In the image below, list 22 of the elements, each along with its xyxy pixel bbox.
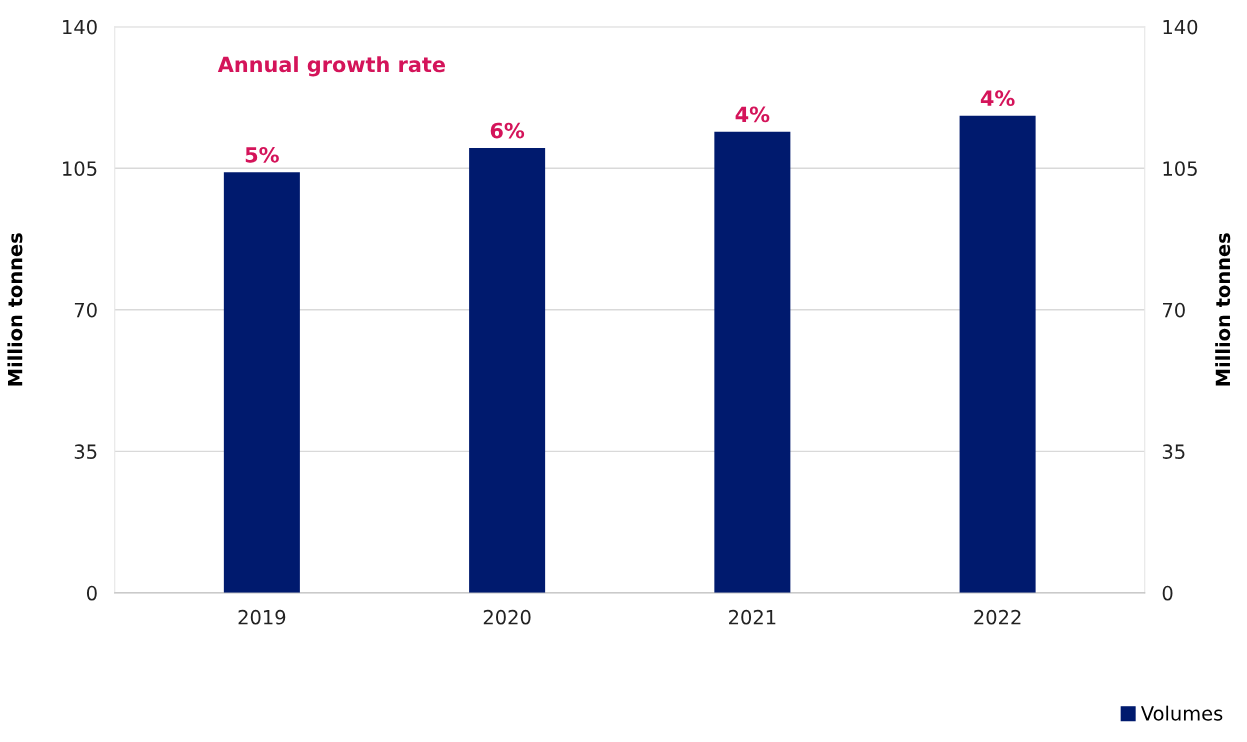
y2-tick-label: 140 [1163, 19, 1198, 35]
y2-tick-label: 0 [1162, 585, 1173, 601]
y2-axis-title: Million tonnes [1215, 233, 1231, 386]
y-tick-label: 0 [86, 585, 97, 601]
x-tick-label: 2020 [483, 609, 531, 625]
annotation: 5% [245, 146, 279, 163]
y2-tick-label: 35 [1162, 444, 1185, 459]
y-tick-label: 105 [63, 161, 97, 176]
y-tick-label: 70 [74, 302, 97, 318]
y2-tick-label: 105 [1163, 161, 1197, 176]
x-tick-label: 2019 [238, 609, 286, 625]
annotation: 6% [490, 122, 525, 139]
legend-label: Volumes [1140, 705, 1223, 721]
y-tick-label: 35 [74, 444, 97, 459]
annotation: 4% [980, 90, 1015, 107]
y-tick-label: 140 [63, 19, 97, 35]
annotation: Annual growth rate [217, 56, 445, 77]
y-axis-title: Million tonnes [7, 233, 23, 386]
annotation: 4% [735, 106, 770, 123]
y2-tick-label: 70 [1163, 302, 1185, 318]
x-tick-label: 2021 [729, 609, 776, 625]
x-tick-label: 2022 [974, 609, 1021, 625]
